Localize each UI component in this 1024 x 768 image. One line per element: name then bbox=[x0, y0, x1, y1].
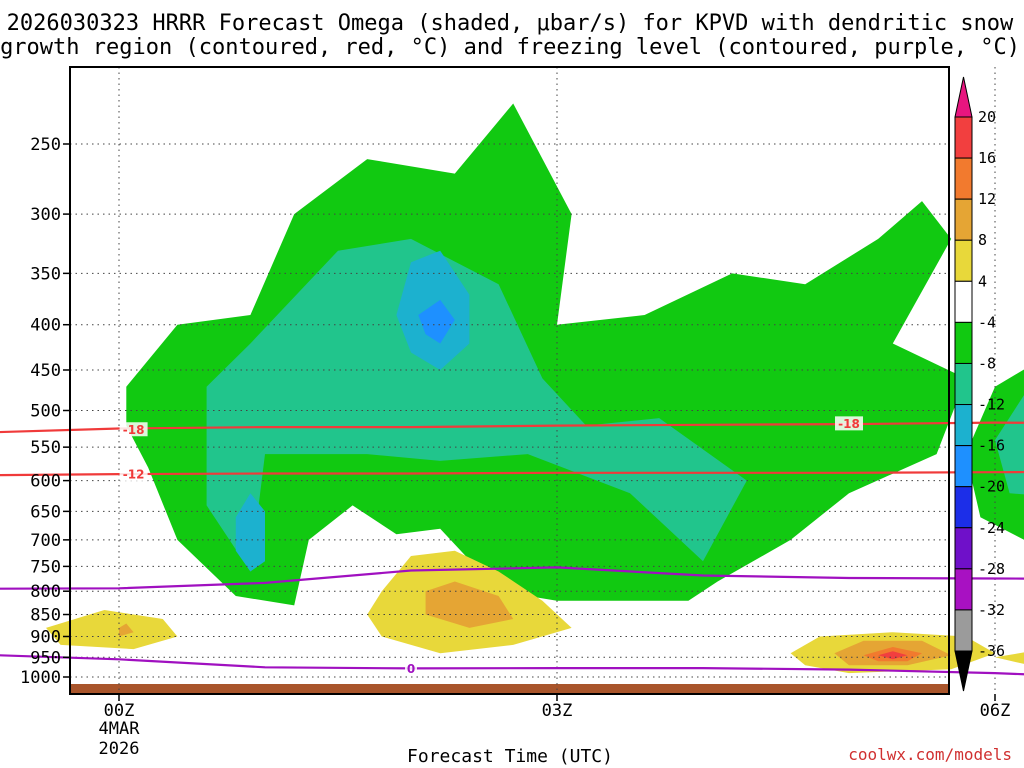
temperature-contours: -18-18-18-12-12000 bbox=[0, 416, 1024, 676]
colorbar-label: -4 bbox=[978, 313, 996, 331]
y-tick-label: 600 bbox=[30, 472, 61, 492]
y-tick-label: 550 bbox=[30, 438, 61, 458]
omega-region-blue-west-1 bbox=[418, 299, 455, 344]
colorbar-swatch bbox=[954, 198, 973, 241]
colorbar-swatch bbox=[954, 280, 973, 323]
grid-lines bbox=[70, 67, 996, 694]
chart-title-line1: 2026030323 HRRR Forecast Omega (shaded, … bbox=[7, 11, 1014, 36]
y-tick-label: 300 bbox=[30, 205, 61, 225]
contour-label-bg bbox=[119, 467, 148, 482]
x-axis-ticks: 00Z03Z06Z09Z12Z15Z bbox=[104, 694, 1011, 721]
contour-label-dendritic-minus18: -18 bbox=[123, 423, 145, 437]
y-tick-label: 500 bbox=[30, 402, 61, 422]
colorbar-label: -12 bbox=[978, 396, 1005, 414]
colorbar-swatch bbox=[954, 157, 973, 200]
x-tick-label: 03Z bbox=[542, 701, 573, 721]
colorbar-swatch bbox=[954, 116, 973, 159]
colorbar-swatch bbox=[954, 568, 973, 611]
contour-dendritic-minus12 bbox=[0, 470, 1024, 477]
colorbar-label: 20 bbox=[978, 108, 996, 126]
y-tick-label: 650 bbox=[30, 502, 61, 522]
omega-region-green-west bbox=[126, 103, 966, 606]
contour-label-dendritic-minus18: -18 bbox=[838, 417, 860, 431]
y-tick-label: 900 bbox=[30, 627, 61, 647]
colorbar-label: 4 bbox=[978, 272, 987, 290]
x-tick-label: 06Z bbox=[980, 701, 1011, 721]
colorbar-swatch bbox=[954, 362, 973, 406]
colorbar-swatch bbox=[954, 404, 973, 447]
chart-title-line2: growth region (contoured, red, °C) and f… bbox=[0, 35, 1020, 60]
omega-region-yellow-east bbox=[995, 652, 1024, 664]
omega-region-yellow-tiny-west bbox=[46, 610, 178, 650]
y-axis-ticks: 2503003504004505005506006507007508008509… bbox=[20, 135, 70, 688]
colorbar-label: 8 bbox=[978, 231, 987, 249]
ground-strip bbox=[70, 684, 949, 694]
y-tick-label: 250 bbox=[30, 135, 61, 155]
colorbar-swatch bbox=[954, 445, 973, 488]
colorbar-label: -20 bbox=[978, 478, 1005, 496]
colorbar-swatch bbox=[954, 486, 973, 529]
x-axis-label: Forecast Time (UTC) bbox=[407, 746, 613, 767]
omega-region-teal-omega-core bbox=[995, 395, 1024, 495]
y-tick-label: 450 bbox=[30, 361, 61, 381]
contour-label-freezing-level-lower: 0 bbox=[407, 662, 415, 676]
colorbar-label: -28 bbox=[978, 560, 1005, 578]
x-date-month: 4MAR bbox=[99, 719, 141, 739]
y-tick-label: 800 bbox=[30, 582, 61, 602]
contour-label-bg bbox=[835, 416, 863, 431]
credit-text: coolwx.com/models bbox=[848, 745, 1012, 764]
colorbar-label: -36 bbox=[978, 642, 1005, 660]
colorbar-label: -24 bbox=[978, 519, 1005, 537]
omega-region-cyan-west-2 bbox=[235, 493, 265, 572]
contour-label-bg bbox=[405, 661, 417, 676]
omega-region-amber-small-west bbox=[425, 581, 514, 628]
colorbar-label: 16 bbox=[978, 149, 996, 167]
colorbar-top-arrow bbox=[954, 76, 973, 118]
plot-frame bbox=[69, 66, 950, 695]
contour-dendritic-minus18 bbox=[0, 421, 1024, 434]
contour-label-bg bbox=[119, 422, 148, 437]
colorbar-label: -8 bbox=[978, 354, 996, 372]
omega-shading bbox=[46, 103, 1024, 674]
colorbar-label: -16 bbox=[978, 437, 1005, 455]
ground-surface bbox=[70, 684, 949, 694]
y-tick-label: 750 bbox=[30, 557, 61, 577]
y-tick-label: 400 bbox=[30, 316, 61, 336]
contour-freezing-level-lower bbox=[0, 654, 1024, 676]
colorbar-bottom-arrow bbox=[954, 650, 973, 692]
colorbar-swatch bbox=[954, 239, 973, 282]
contour-freezing-level-upper bbox=[0, 566, 1024, 590]
contour-label-dendritic-minus12: -12 bbox=[123, 468, 145, 482]
x-tick-label: 00Z bbox=[104, 701, 135, 721]
colorbar-label: -32 bbox=[978, 601, 1005, 619]
y-tick-label: 1000 bbox=[20, 668, 61, 688]
omega-region-amber-tiny-west bbox=[119, 623, 134, 637]
colorbar-swatch bbox=[954, 321, 973, 364]
x-date-year: 2026 bbox=[99, 739, 140, 759]
y-tick-label: 850 bbox=[30, 606, 61, 626]
omega-region-red-blob bbox=[878, 651, 908, 660]
y-tick-label: 700 bbox=[30, 531, 61, 551]
colorbar-label: 12 bbox=[978, 190, 996, 208]
colorbar: 20 16 12 8 4 -4 -8 -12 -16 -20 -24 -28 -32 -36 bbox=[954, 76, 1005, 692]
colorbar-swatch bbox=[954, 609, 973, 652]
y-tick-label: 350 bbox=[30, 264, 61, 284]
omega-region-teal-west bbox=[206, 238, 747, 572]
colorbar-swatch bbox=[954, 527, 973, 570]
omega-region-green-omega-core bbox=[965, 369, 1024, 540]
y-tick-label: 950 bbox=[30, 648, 61, 668]
